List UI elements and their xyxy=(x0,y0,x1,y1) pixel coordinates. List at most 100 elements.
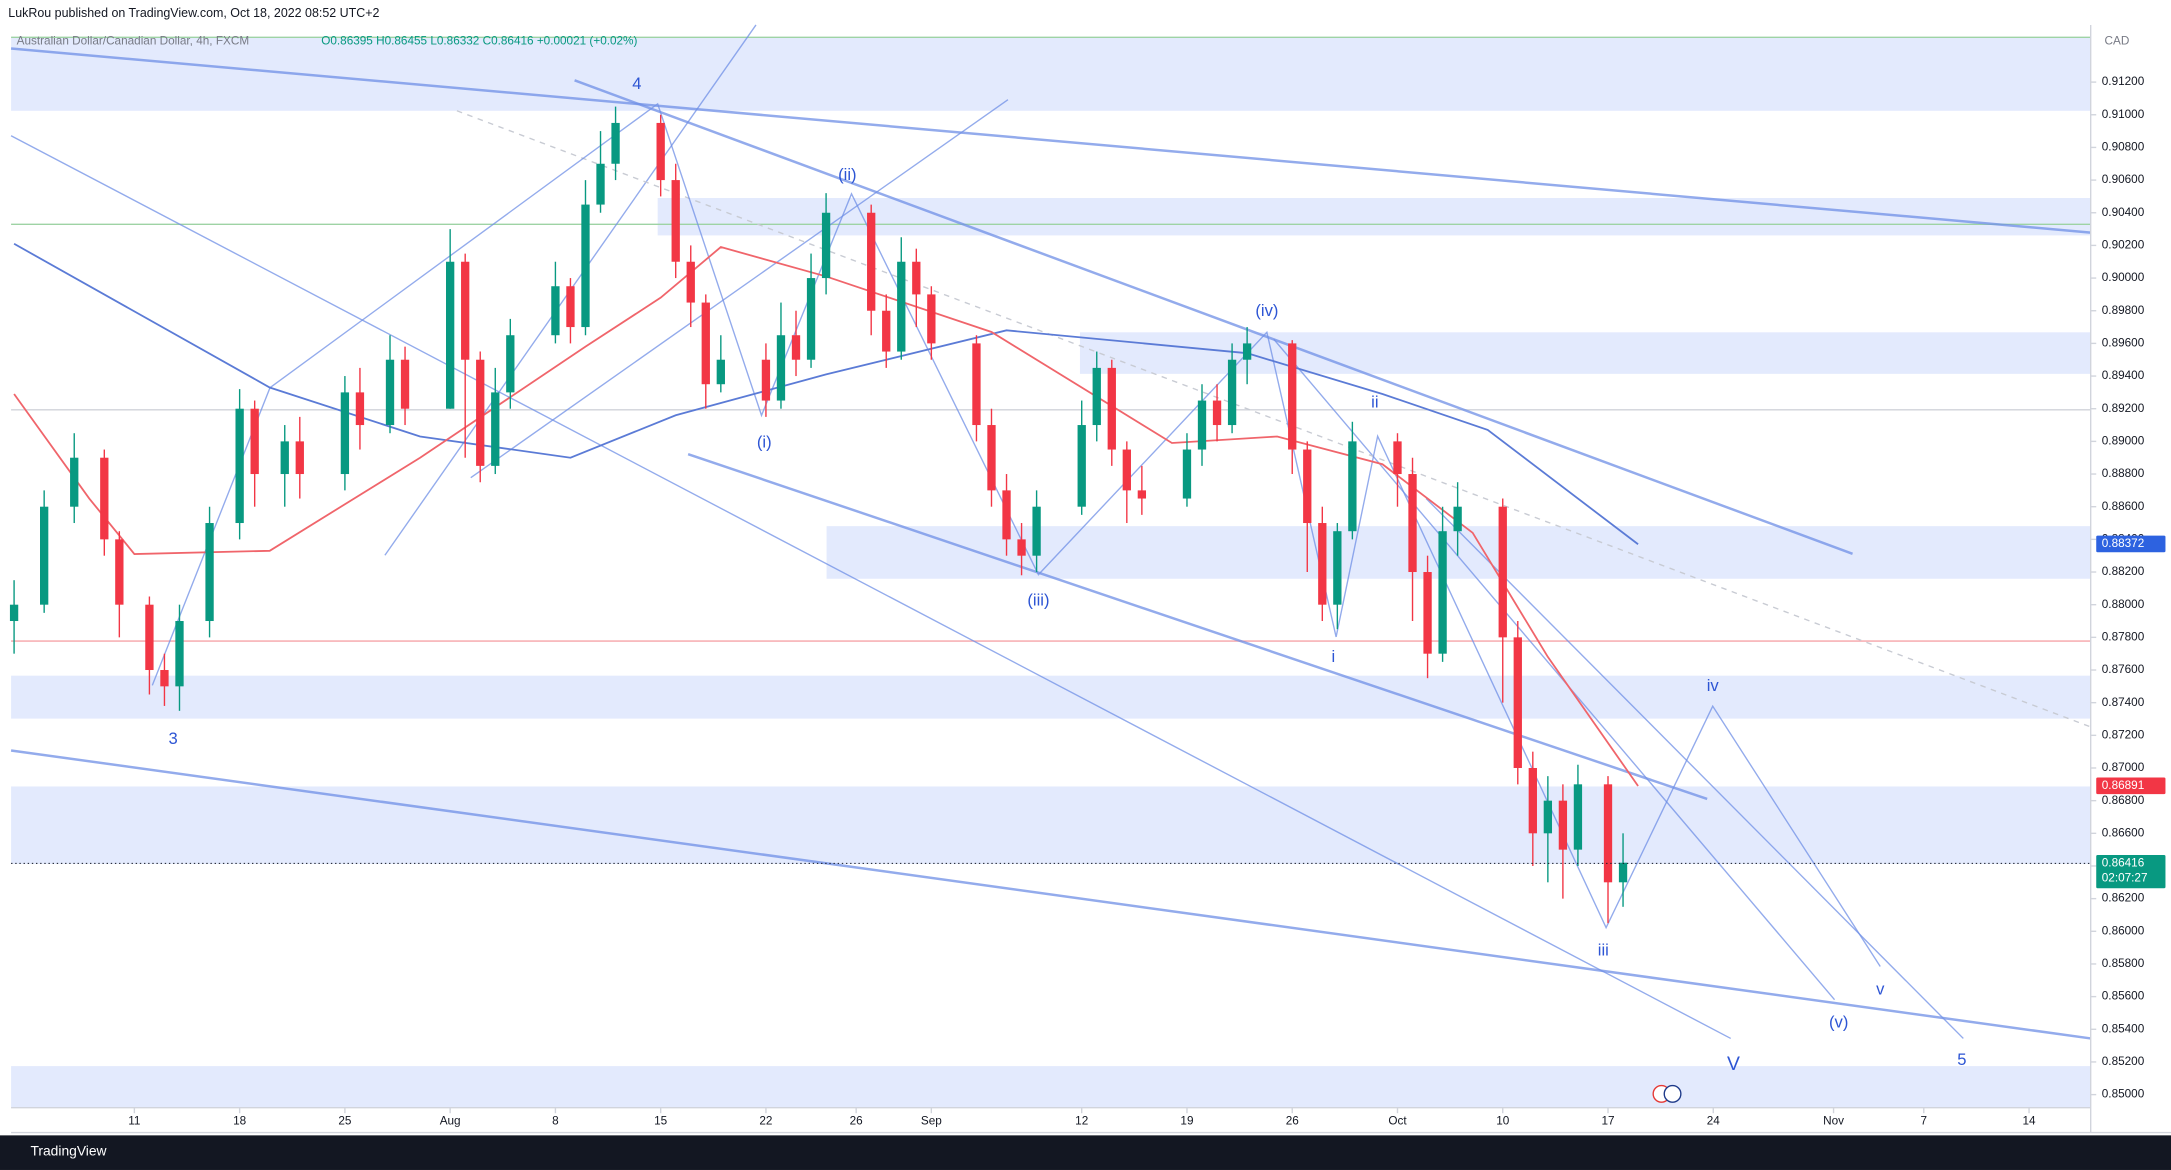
y-tick-label: 0.91000 xyxy=(2102,108,2145,121)
y-tick-label: 0.85800 xyxy=(2102,957,2145,970)
zone xyxy=(11,675,2091,719)
candle-body xyxy=(1423,572,1432,654)
zone xyxy=(11,37,2091,111)
trendline xyxy=(1273,338,1836,1001)
wave-path xyxy=(151,102,1881,967)
trendline xyxy=(1425,497,1964,1039)
trendline xyxy=(470,99,1009,479)
price-tag xyxy=(2096,777,2166,795)
candle-body xyxy=(1182,449,1192,499)
candle-body xyxy=(506,335,515,393)
candle-body xyxy=(70,457,79,507)
x-tick-label: 26 xyxy=(1286,1115,1300,1128)
candle-body xyxy=(385,359,395,426)
moving-average xyxy=(13,246,1639,787)
wave-label: iv xyxy=(1707,676,1720,695)
zone xyxy=(657,198,2091,236)
y-tick-label: 0.86800 xyxy=(2102,794,2145,807)
candle-body xyxy=(581,204,590,328)
countdown: 02:07:27 xyxy=(2102,872,2148,885)
x-tick-label: 19 xyxy=(1180,1115,1193,1128)
y-tick-label: 0.87200 xyxy=(2102,728,2145,741)
ohlc: O0.86395 H0.86455 L0.86332 C0.86416 +0.0… xyxy=(321,35,637,48)
candle-body xyxy=(806,278,816,360)
candle-body xyxy=(716,359,725,385)
x-tick-label: 18 xyxy=(233,1115,247,1128)
candle-body xyxy=(250,408,259,475)
y-tick-label: 0.90800 xyxy=(2102,141,2145,154)
zones xyxy=(11,37,2091,1108)
candle-body xyxy=(280,441,289,475)
x-tick-label: Nov xyxy=(1823,1115,1844,1128)
y-tick-label: 0.87400 xyxy=(2102,696,2145,709)
candle-body xyxy=(400,359,410,409)
x-tick-label: 14 xyxy=(2023,1115,2037,1128)
candle-body xyxy=(987,425,996,491)
y-tick-label: 0.90400 xyxy=(2102,206,2145,219)
candle-body xyxy=(1212,400,1222,426)
candle-body xyxy=(1303,449,1312,524)
wave-label: 4 xyxy=(632,74,641,93)
candles xyxy=(9,106,1628,924)
axes: 0.91200 0.91000 0.90800 0.90600 0.90400 0.902… xyxy=(11,75,2166,1128)
candle-body xyxy=(1017,539,1026,556)
candle-body xyxy=(927,294,936,344)
candle-body xyxy=(355,392,365,426)
candle-body xyxy=(340,392,350,475)
candle-body xyxy=(461,261,470,360)
brand: TradingView xyxy=(30,1143,107,1159)
y-tick-label: 0.87800 xyxy=(2102,630,2145,643)
trendlines xyxy=(10,24,2091,1040)
y-tick-label: 0.86600 xyxy=(2102,826,2145,839)
wave-label: 3 xyxy=(168,729,177,748)
wave-labels: 4 3 (ii) (i) (iii) (iv) ii i iii iv (v) … xyxy=(168,74,1966,1075)
candle-body xyxy=(145,604,154,671)
candle-body xyxy=(1092,367,1101,426)
candle-body xyxy=(1498,506,1507,638)
candle-body xyxy=(701,302,710,385)
x-tick-label: 24 xyxy=(1707,1115,1721,1128)
price-tag-label: 0.86416 xyxy=(2102,856,2145,869)
candle-body xyxy=(476,359,485,466)
x-tick-label: 26 xyxy=(850,1115,864,1128)
candle-body xyxy=(1333,531,1342,605)
flag-icon xyxy=(1652,1084,1682,1103)
wave-label: iii xyxy=(1598,941,1609,960)
zone xyxy=(826,526,2091,579)
candle-body xyxy=(295,441,304,475)
candle-body xyxy=(1242,343,1252,360)
currency: CAD xyxy=(2105,35,2130,48)
footer xyxy=(0,1135,2171,1170)
y-tick-label: 0.88800 xyxy=(2102,467,2145,480)
candle-body xyxy=(551,286,560,336)
dashed-line xyxy=(456,110,2091,728)
price-tag xyxy=(2096,535,2166,553)
candle-body xyxy=(867,212,876,311)
candle-body xyxy=(972,343,981,426)
candle-body xyxy=(686,261,695,303)
price-axis xyxy=(2090,24,2171,1133)
candle-body xyxy=(611,122,620,164)
y-tick-label: 0.90600 xyxy=(2102,173,2145,186)
candle-body xyxy=(761,359,771,401)
y-tick-label: 0.89000 xyxy=(2102,434,2145,447)
candle-body xyxy=(671,180,680,262)
candle-body xyxy=(1288,343,1297,450)
candle-body xyxy=(1408,474,1417,573)
candle-body xyxy=(1077,425,1086,507)
candle-body xyxy=(1558,800,1568,850)
y-tick-label: 0.87000 xyxy=(2102,761,2145,774)
moving-averages xyxy=(13,242,1639,787)
candle-body xyxy=(882,310,891,352)
x-tick-label: 12 xyxy=(1075,1115,1088,1128)
candle-body xyxy=(1137,490,1147,499)
candle-body xyxy=(1227,359,1237,426)
y-tick-label: 0.87600 xyxy=(2102,663,2145,676)
y-tick-label: 0.86200 xyxy=(2102,892,2145,905)
candle-body xyxy=(821,212,831,279)
x-tick-label: 22 xyxy=(759,1115,772,1128)
candle-body xyxy=(776,335,786,401)
